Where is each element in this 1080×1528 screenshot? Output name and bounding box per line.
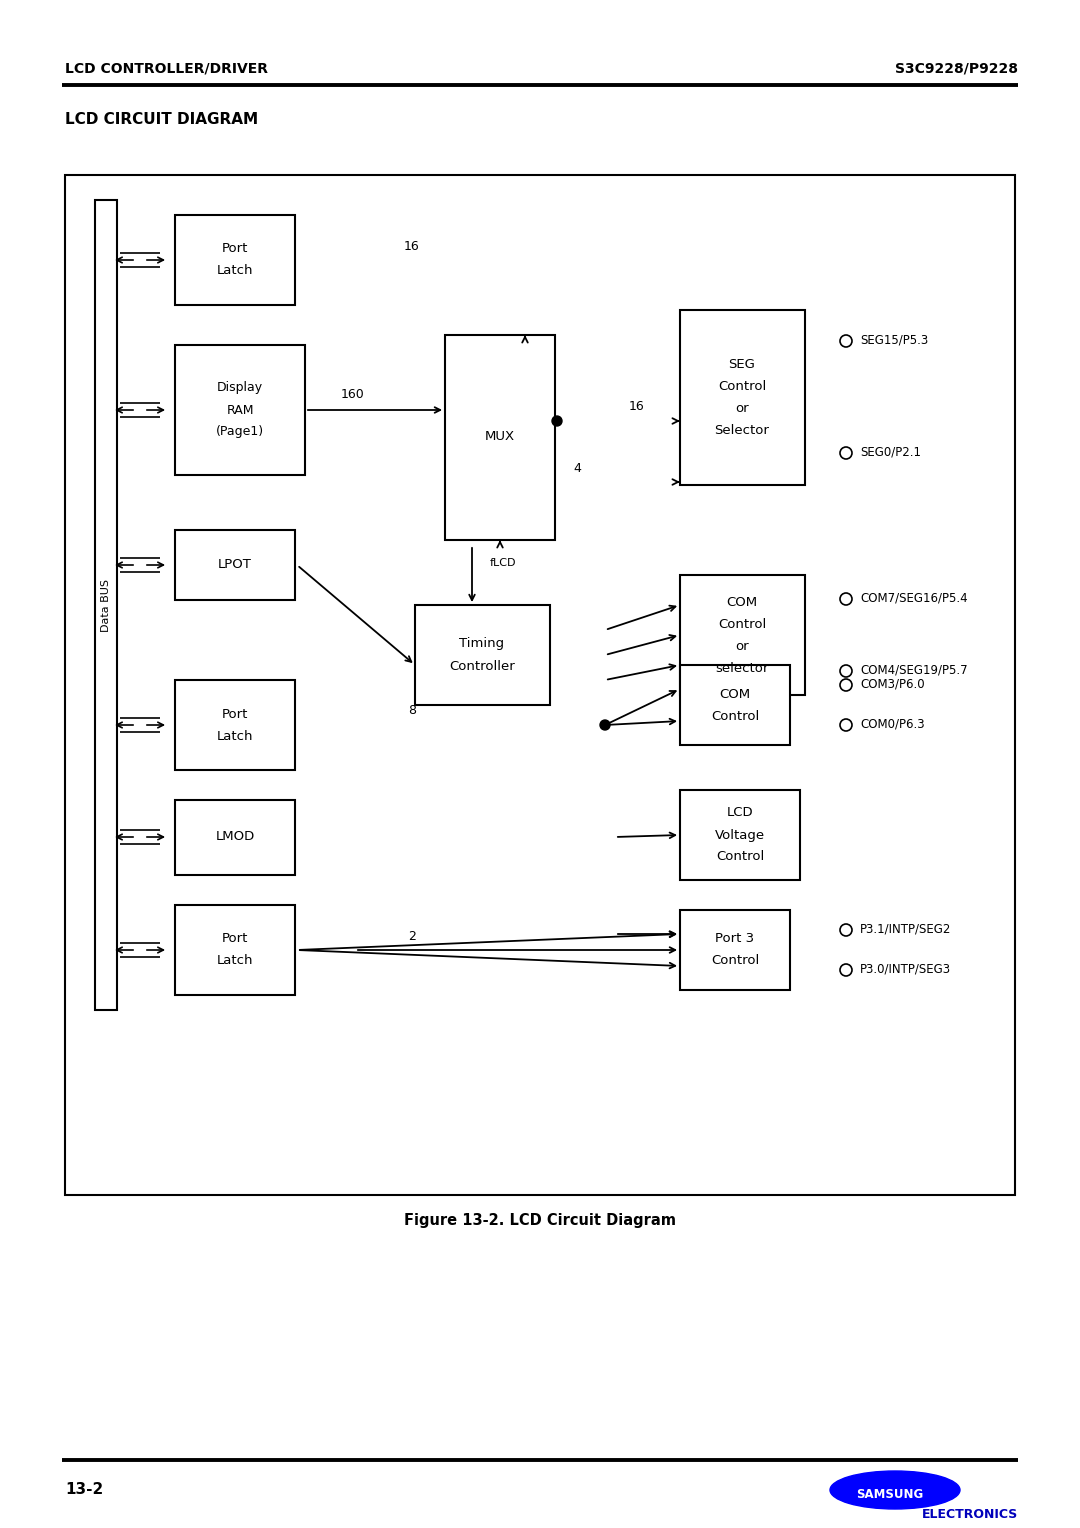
Text: selector: selector <box>715 662 769 674</box>
Text: Controller: Controller <box>449 660 515 672</box>
Bar <box>65 176 1015 1195</box>
Text: P3.1/INTP/SEG2: P3.1/INTP/SEG2 <box>860 923 951 935</box>
Bar <box>415 605 550 704</box>
Text: LCD CIRCUIT DIAGRAM: LCD CIRCUIT DIAGRAM <box>65 113 258 127</box>
Text: 160: 160 <box>341 388 365 400</box>
Text: Port: Port <box>221 932 248 946</box>
Text: Port: Port <box>221 243 248 255</box>
Text: Voltage: Voltage <box>715 828 765 842</box>
Text: Selector: Selector <box>715 423 769 437</box>
Text: 8: 8 <box>408 704 416 718</box>
Bar <box>175 680 295 770</box>
Circle shape <box>600 720 610 730</box>
Text: P3.0/INTP/SEG3: P3.0/INTP/SEG3 <box>860 963 951 975</box>
Text: LMOD: LMOD <box>215 831 255 843</box>
Text: Display: Display <box>217 382 264 394</box>
Text: Control: Control <box>711 955 759 967</box>
Text: 16: 16 <box>630 400 645 414</box>
Text: or: or <box>735 640 748 652</box>
Text: Latch: Latch <box>217 264 253 278</box>
Bar <box>175 530 295 601</box>
Bar <box>175 905 295 995</box>
Text: SEG: SEG <box>729 358 755 370</box>
Bar <box>175 801 295 876</box>
Text: Latch: Latch <box>217 729 253 743</box>
Text: COM3/P6.0: COM3/P6.0 <box>860 677 924 691</box>
Text: S3C9228/P9228: S3C9228/P9228 <box>895 61 1018 75</box>
Bar <box>680 575 805 695</box>
Text: COM4/SEG19/P5.7: COM4/SEG19/P5.7 <box>860 663 968 677</box>
Text: 4: 4 <box>573 461 581 475</box>
Bar <box>175 215 295 306</box>
Text: 13-2: 13-2 <box>65 1482 104 1497</box>
Bar <box>680 911 789 990</box>
Text: 16: 16 <box>404 240 420 252</box>
Text: (Page1): (Page1) <box>216 425 265 439</box>
Bar <box>680 310 805 484</box>
Bar <box>445 335 555 539</box>
Text: SAMSUNG: SAMSUNG <box>856 1487 923 1500</box>
Text: SEG0/P2.1: SEG0/P2.1 <box>860 446 921 458</box>
Text: 2: 2 <box>408 929 416 943</box>
Text: Figure 13-2. LCD Circuit Diagram: Figure 13-2. LCD Circuit Diagram <box>404 1213 676 1227</box>
Text: Control: Control <box>711 709 759 723</box>
Text: Data BUS: Data BUS <box>102 579 111 631</box>
Text: Control: Control <box>718 379 766 393</box>
Text: LPOT: LPOT <box>218 559 252 571</box>
Bar <box>680 790 800 880</box>
Text: COM: COM <box>719 688 751 700</box>
Text: Timing: Timing <box>459 637 504 651</box>
Text: COM0/P6.3: COM0/P6.3 <box>860 718 924 730</box>
Text: COM7/SEG16/P5.4: COM7/SEG16/P5.4 <box>860 591 968 605</box>
Text: LCD CONTROLLER/DRIVER: LCD CONTROLLER/DRIVER <box>65 61 268 75</box>
Text: RAM: RAM <box>226 403 254 417</box>
Text: Latch: Latch <box>217 955 253 967</box>
Bar <box>175 345 305 475</box>
Ellipse shape <box>831 1471 960 1510</box>
Text: ELECTRONICS: ELECTRONICS <box>922 1508 1018 1520</box>
Circle shape <box>552 416 562 426</box>
Bar <box>95 200 117 1010</box>
Text: Port: Port <box>221 707 248 721</box>
Text: Port 3: Port 3 <box>715 932 755 946</box>
Text: Control: Control <box>716 851 765 863</box>
Text: MUX: MUX <box>485 431 515 443</box>
Text: COM: COM <box>727 596 757 608</box>
Text: fLCD: fLCD <box>490 558 516 568</box>
Text: Control: Control <box>718 617 766 631</box>
Text: or: or <box>735 402 748 414</box>
Bar <box>680 665 789 746</box>
Text: SEG15/P5.3: SEG15/P5.3 <box>860 333 928 347</box>
Text: LCD: LCD <box>727 807 754 819</box>
